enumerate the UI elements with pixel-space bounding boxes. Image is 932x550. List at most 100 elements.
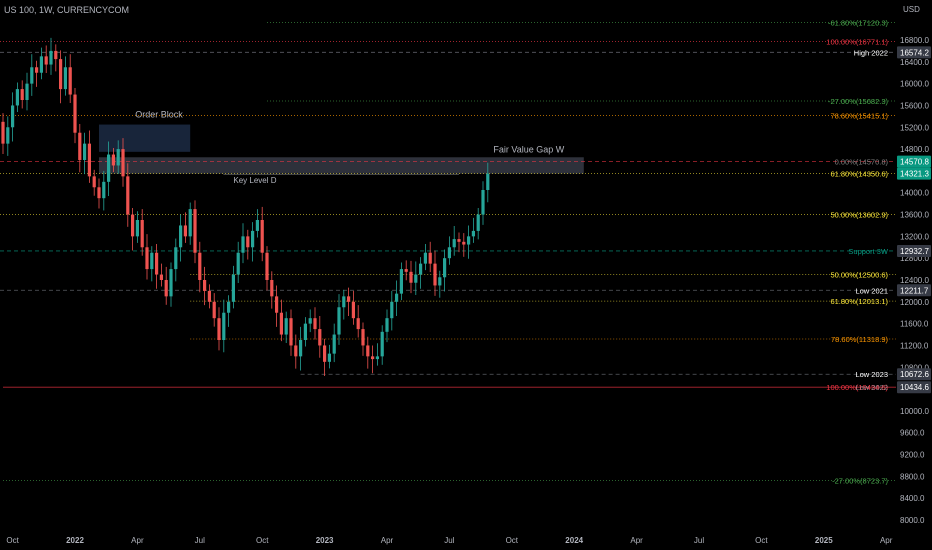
candle-body [255, 220, 259, 231]
time-tick-label: 2025 [815, 536, 833, 545]
candles-layer [1, 37, 490, 376]
time-tick-label: Jul [195, 536, 205, 545]
time-tick-label: Oct [755, 536, 768, 545]
candle-body [35, 67, 39, 73]
candle-body [227, 301, 231, 313]
candle-body [423, 252, 427, 264]
candle-body [63, 67, 67, 90]
time-tick-label: Oct [6, 536, 19, 545]
candle-body [25, 83, 29, 100]
candle-body [198, 252, 202, 280]
time-tick-label: 2023 [316, 536, 334, 545]
candle-body [135, 220, 139, 237]
candle-body [284, 318, 288, 335]
level-label: Low 2021 [855, 286, 888, 295]
level-label: 50.00%(12500.6) [830, 271, 888, 280]
level-label: 50.00%(13602.9) [830, 210, 888, 219]
price-tag [897, 284, 931, 297]
candle-body [337, 307, 341, 335]
candle-body [30, 67, 34, 84]
candle-body [361, 329, 365, 346]
price-tags-layer: 16574.2 14570.8 14321.3 12932.7 12211.7 10672… [897, 46, 931, 394]
price-tick-label: 16400.0 [900, 58, 929, 67]
candle-body [203, 280, 207, 291]
level-label: 0.00%(14570.8) [835, 158, 889, 167]
candle-body [73, 94, 77, 133]
candle-body [318, 329, 322, 346]
price-tag-label: 10672.6 [900, 370, 929, 379]
candle-body [169, 269, 173, 297]
candle-body [54, 50, 58, 60]
candle-body [59, 59, 63, 90]
price-tick-label: 14800.0 [900, 145, 929, 154]
level-label: 78.60%(15415.1) [830, 112, 888, 121]
candle-body [193, 209, 197, 253]
candle-body [150, 252, 154, 270]
candle-body [279, 312, 283, 335]
level-label: -61.80%(17120.3) [828, 19, 889, 28]
price-tick-label: 12000.0 [900, 298, 929, 307]
annotation-label: Low 2022 [855, 383, 888, 392]
candle-body [409, 271, 413, 283]
candle-body [327, 353, 331, 362]
chart-title: US 100, 1W, CURRENCYCOM [4, 5, 130, 15]
price-tick-label: 12800.0 [900, 254, 929, 263]
zone-label: Order Block [135, 110, 183, 120]
candle-body [375, 356, 379, 360]
zones-layer: Order Block Fair Value Gap W [99, 110, 584, 174]
candle-body [145, 247, 149, 270]
candle-body [476, 214, 480, 231]
price-axis: 8000.0 8400.0 8800.0 9200.0 9600.0 10000.0 104… [900, 36, 929, 525]
price-tick-label: 8400.0 [900, 494, 925, 503]
candle-body [222, 312, 226, 340]
candle-body [87, 143, 91, 177]
candle-body [356, 318, 360, 330]
candle-body [159, 274, 163, 280]
price-tag [897, 46, 931, 59]
candle-body [385, 318, 389, 332]
candle-body [390, 301, 394, 319]
price-tag [897, 167, 931, 180]
zone-box [99, 157, 584, 174]
candle-body [351, 301, 355, 319]
price-tick-label: 12400.0 [900, 276, 929, 285]
candle-body [131, 214, 135, 237]
candle-body [462, 241, 466, 245]
candle-body [155, 252, 159, 275]
price-tag-label: 12932.7 [900, 247, 929, 256]
price-tag [897, 368, 931, 381]
candle-body [212, 301, 216, 319]
level-label: High 2022 [854, 48, 888, 57]
candle-body [481, 190, 485, 215]
candle-body [83, 143, 87, 160]
price-tag [897, 155, 931, 168]
candle-body [260, 220, 264, 253]
time-tick-label: Apr [630, 536, 643, 545]
currency-label: USD [903, 5, 920, 14]
candle-body [107, 154, 111, 182]
candle-body [174, 247, 178, 270]
time-tick-label: Oct [506, 536, 519, 545]
candle-body [111, 154, 115, 166]
price-tick-label: 13600.0 [900, 211, 929, 220]
price-tag-label: 14321.3 [900, 170, 929, 179]
candle-body [486, 173, 490, 190]
candle-body [323, 345, 327, 362]
candle-body [251, 230, 255, 248]
candle-body [303, 323, 307, 340]
candle-body [380, 331, 384, 357]
candle-body [313, 318, 317, 330]
candle-body [207, 290, 211, 302]
candle-body [188, 209, 192, 237]
candle-body [447, 247, 451, 259]
candle-body [270, 280, 274, 297]
time-tick-label: Apr [381, 536, 394, 545]
level-label: -27.00%(8723.7) [832, 477, 888, 486]
candle-body [102, 181, 106, 199]
price-tick-label: 16000.0 [900, 80, 929, 89]
price-tag-label: 14570.8 [900, 158, 929, 167]
time-tick-label: Oct [256, 536, 269, 545]
candle-body [20, 89, 24, 100]
candle-body [433, 263, 437, 286]
